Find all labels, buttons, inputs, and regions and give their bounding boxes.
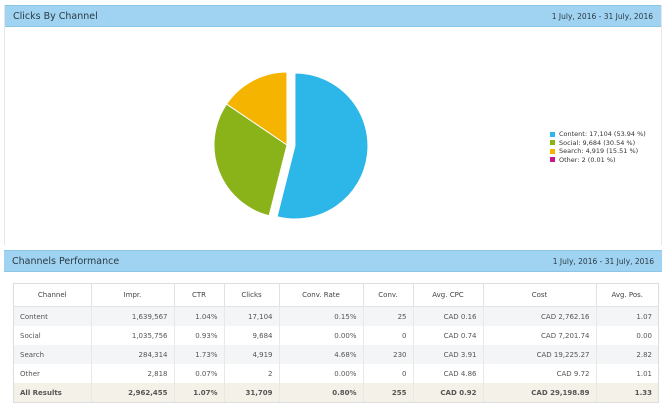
cell-cost: CAD 19,225.27 <box>483 345 597 364</box>
cell-channel: Social <box>14 326 92 345</box>
cell-avg-cpc: CAD 0.74 <box>413 326 484 345</box>
legend-swatch-search <box>550 148 555 154</box>
cell-ctr: 1.73% <box>174 345 225 364</box>
cell-conv: 25 <box>363 306 414 326</box>
legend-label-content: Content: 17,104 (53.94 %) <box>559 130 646 139</box>
column-header-cost[interactable]: Cost <box>483 284 597 307</box>
cell-channel: Other <box>14 364 92 383</box>
column-header-avg-pos[interactable]: Avg. Pos. <box>596 284 658 307</box>
cell-impressions: 1,035,756 <box>91 326 175 345</box>
cell-avg-cpc: CAD 4.86 <box>413 364 484 383</box>
cell-avg-cpc: CAD 3.91 <box>413 345 484 364</box>
cell-channel: All Results <box>14 383 92 402</box>
pie-slice-search[interactable] <box>225 71 288 146</box>
cell-conv-rate: 0.00% <box>279 326 364 345</box>
cell-impressions: 1,639,567 <box>91 306 175 326</box>
column-header-ctr[interactable]: CTR <box>174 284 225 307</box>
cell-channel: Content <box>14 306 92 326</box>
performance-table: Channel Impr. CTR Clicks Conv. Rate Conv… <box>14 284 658 402</box>
performance-table-wrapper: Channel Impr. CTR Clicks Conv. Rate Conv… <box>13 283 659 403</box>
table-row: Social 1,035,756 0.93% 9,684 0.00% 0 CAD… <box>14 326 658 345</box>
cell-ctr: 0.07% <box>174 364 225 383</box>
cell-clicks: 17,104 <box>224 306 280 326</box>
cell-clicks: 2 <box>224 364 280 383</box>
column-header-conv[interactable]: Conv. <box>363 284 414 307</box>
table-header-row: Channel Impr. CTR Clicks Conv. Rate Conv… <box>14 284 658 307</box>
pie-chart <box>213 71 369 220</box>
table-row: Content 1,639,567 1.04% 17,104 0.15% 25 … <box>14 306 658 326</box>
cell-conv-rate: 0.80% <box>279 383 364 402</box>
table-row: Other 2,818 0.07% 2 0.00% 0 CAD 4.86 CAD… <box>14 364 658 383</box>
cell-avg-pos: 0.00 <box>596 326 658 345</box>
pie-slice-content[interactable] <box>276 72 369 220</box>
channels-performance-panel: Channels Performance 1 July, 2016 - 31 J… <box>4 250 662 410</box>
cell-clicks: 4,919 <box>224 345 280 364</box>
cell-clicks: 9,684 <box>224 326 280 345</box>
cell-ctr: 1.04% <box>174 306 225 326</box>
legend-swatch-content <box>550 131 555 137</box>
cell-conv-rate: 4.68% <box>279 345 364 364</box>
pie-slice-social[interactable] <box>213 103 288 217</box>
legend-label-search: Search: 4,919 (15.51 %) <box>559 147 639 156</box>
cell-impressions: 2,962,455 <box>91 383 175 402</box>
cell-impressions: 2,818 <box>91 364 175 383</box>
column-header-channel[interactable]: Channel <box>14 284 92 307</box>
perf-panel-title: Channels Performance <box>12 255 120 267</box>
chart-legend: Content: 17,104 (53.94 %) Social: 9,684 (… <box>550 130 646 164</box>
cell-avg-pos: 1.07 <box>596 306 658 326</box>
cell-channel: Search <box>14 345 92 364</box>
cell-conv: 230 <box>363 345 414 364</box>
cell-impressions: 284,314 <box>91 345 175 364</box>
column-header-avg-cpc[interactable]: Avg. CPC <box>413 284 484 307</box>
column-header-clicks[interactable]: Clicks <box>224 284 280 307</box>
legend-label-social: Social: 9,684 (30.54 %) <box>559 138 636 147</box>
table-row: Search 284,314 1.73% 4,919 4.68% 230 CAD… <box>14 345 658 364</box>
perf-panel-header: Channels Performance 1 July, 2016 - 31 J… <box>4 250 662 272</box>
cell-cost: CAD 7,201.74 <box>483 326 597 345</box>
legend-item-search[interactable]: Search: 4,919 (15.51 %) <box>550 147 646 156</box>
cell-conv-rate: 0.15% <box>279 306 364 326</box>
legend-item-social[interactable]: Social: 9,684 (30.54 %) <box>550 139 646 148</box>
chart-panel-title: Clicks By Channel <box>13 10 98 22</box>
cell-cost: CAD 9.72 <box>483 364 597 383</box>
legend-swatch-other <box>550 157 555 163</box>
cell-ctr: 0.93% <box>174 326 225 345</box>
cell-avg-pos: 1.01 <box>596 364 658 383</box>
cell-cost: CAD 29,198.89 <box>483 383 597 402</box>
column-header-conv-rate[interactable]: Conv. Rate <box>279 284 364 307</box>
cell-conv: 255 <box>363 383 414 402</box>
column-header-impressions[interactable]: Impr. <box>91 284 175 307</box>
cell-clicks: 31,709 <box>224 383 280 402</box>
table-total-row: All Results 2,962,455 1.07% 31,709 0.80%… <box>14 383 658 402</box>
clicks-by-channel-panel: Clicks By Channel 1 July, 2016 - 31 July… <box>4 5 662 245</box>
legend-item-other[interactable]: Other: 2 (0.01 %) <box>550 156 646 165</box>
cell-cost: CAD 2,762.16 <box>483 306 597 326</box>
chart-panel-date-range: 1 July, 2016 - 31 July, 2016 <box>551 11 653 21</box>
cell-conv: 0 <box>363 364 414 383</box>
cell-avg-cpc: CAD 0.92 <box>413 383 484 402</box>
chart-panel-header: Clicks By Channel 1 July, 2016 - 31 July… <box>5 5 661 27</box>
cell-ctr: 1.07% <box>174 383 225 402</box>
cell-conv: 0 <box>363 326 414 345</box>
cell-avg-cpc: CAD 0.16 <box>413 306 484 326</box>
perf-panel-date-range: 1 July, 2016 - 31 July, 2016 <box>552 256 654 266</box>
cell-conv-rate: 0.00% <box>279 364 364 383</box>
legend-label-other: Other: 2 (0.01 %) <box>559 155 616 164</box>
legend-swatch-social <box>550 140 555 146</box>
legend-item-content[interactable]: Content: 17,104 (53.94 %) <box>550 130 646 139</box>
cell-avg-pos: 2.82 <box>596 345 658 364</box>
cell-avg-pos: 1.33 <box>596 383 658 402</box>
